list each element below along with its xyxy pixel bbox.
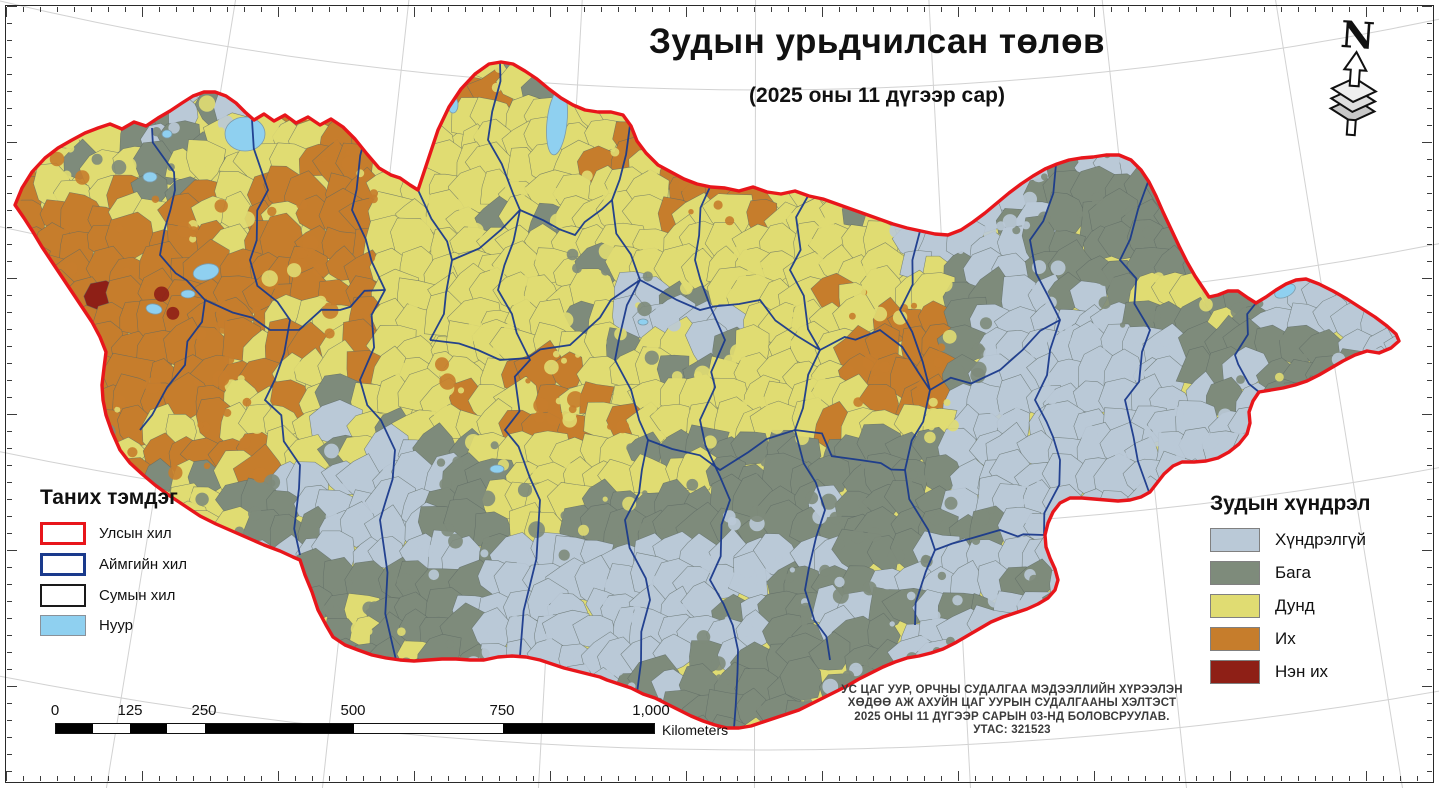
legend-item-label: Аймгийн хил <box>99 556 188 573</box>
scale-tick-label: 250 <box>191 702 217 719</box>
legend-item-lake: Нуур <box>40 615 187 636</box>
legend-item-aimag-border: Аймгийн хил <box>40 553 187 576</box>
north-label: N <box>1339 12 1376 58</box>
scale-tick-label: 125 <box>117 702 143 719</box>
legend-item-country-border: Улсын хил <box>40 522 187 545</box>
legend-item-label: Бага <box>1275 563 1311 582</box>
north-arrow: N <box>1328 12 1378 137</box>
north-arrow-glyph <box>1342 50 1368 88</box>
legend-item-severity-none: Хүндрэлгүй <box>1210 528 1370 552</box>
north-arrow-tail <box>1345 118 1357 137</box>
credits-line: 2025 ОНЫ 11 ДҮГЭЭР САРЫН 03-НД БОЛОВСРУУ… <box>854 710 1170 723</box>
layer-stack-top <box>1329 76 1378 104</box>
severity-high-swatch <box>1210 627 1260 651</box>
legend-item-severity-low: Бага <box>1210 561 1370 585</box>
title-block: Зудын урьдчилсан төлөв (2025 оны 11 дүгэ… <box>649 22 1105 108</box>
legend-item-label: Хүндрэлгүй <box>1275 530 1367 549</box>
legend-severity-header: Зудын хүндрэл <box>1210 492 1371 515</box>
scale-tick-label: 0 <box>50 702 60 719</box>
sum-border-swatch <box>40 584 86 607</box>
credits-line: УС ЦАГ УУР, ОРЧНЫ СУДАЛГАА МЭДЭЭЛЛИЙН ХҮ… <box>841 684 1183 696</box>
legend-item-label: Нэн их <box>1275 662 1329 681</box>
legend-item-severity-medium: Дунд <box>1210 594 1370 618</box>
legend-item-severity-high: Их <box>1210 627 1370 651</box>
credits-line: УТАС: 321523 <box>973 724 1051 737</box>
severity-none-swatch <box>1210 528 1260 552</box>
scale-tick-label: 500 <box>340 702 366 719</box>
page-subtitle: (2025 оны 11 дүгээр сар) <box>749 84 1005 107</box>
scale-tick-label: 750 <box>489 702 515 719</box>
legend-symbols: Таних тэмдэг Улсын хил Аймгийн хил Сумын… <box>40 486 187 644</box>
scale-bar: 0 125 250 500 750 1,000 Kilometers <box>48 702 728 742</box>
severity-low-swatch <box>1210 561 1260 585</box>
aimag-border-swatch <box>40 553 86 576</box>
legend-item-label: Дунд <box>1275 596 1315 615</box>
credits-line: ХӨДӨӨ АЖ АХУЙН ЦАГ УУРЫН СУДАЛГААНЫ ХЭЛТ… <box>847 697 1177 710</box>
scale-bar-segments <box>55 723 655 734</box>
legend-item-label: Сумын хил <box>99 587 176 604</box>
scale-tick-label: 1,000 <box>632 702 670 719</box>
legend-severity: Зудын хүндрэл Хүндрэлгүй Бага Дунд Их Нэ… <box>1210 492 1370 693</box>
legend-symbols-header: Таних тэмдэг <box>40 486 178 509</box>
page-title: Зудын урьдчилсан төлөв <box>648 22 1106 61</box>
legend-item-label: Их <box>1275 629 1296 648</box>
legend-item-label: Нуур <box>99 617 134 634</box>
legend-item-sum-border: Сумын хил <box>40 584 187 607</box>
legend-item-severity-very-high: Нэн их <box>1210 660 1370 684</box>
legend-item-label: Улсын хил <box>99 525 172 542</box>
credits: УС ЦАГ УУР, ОРЧНЫ СУДАЛГАА МЭДЭЭЛЛИЙН ХҮ… <box>810 684 1214 738</box>
scale-unit-label: Kilometers <box>662 722 729 738</box>
lake-swatch <box>40 615 86 636</box>
country-border-swatch <box>40 522 86 545</box>
severity-very-high-swatch <box>1210 660 1260 684</box>
severity-medium-swatch <box>1210 594 1260 618</box>
